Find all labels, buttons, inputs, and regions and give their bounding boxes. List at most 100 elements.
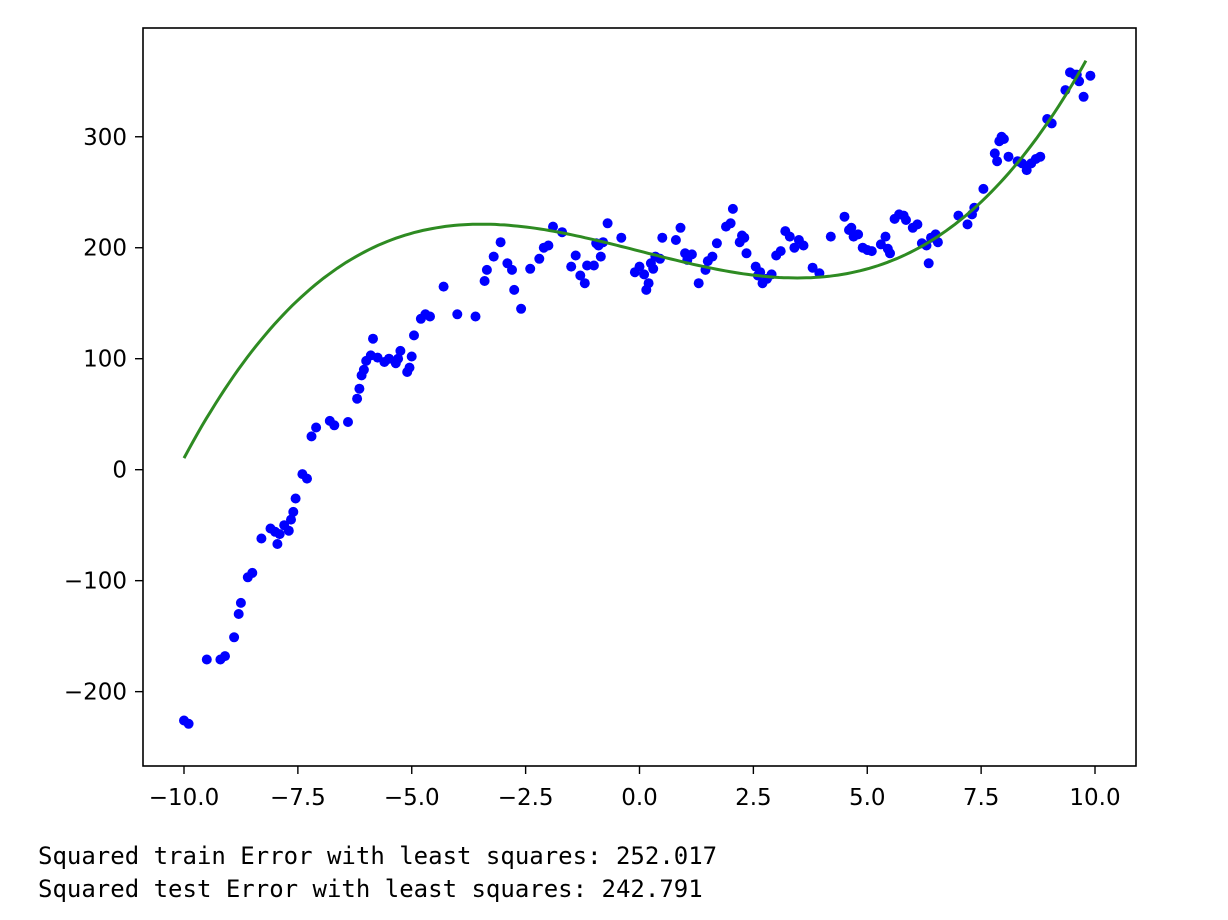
data-point xyxy=(639,269,650,280)
data-point xyxy=(495,237,506,248)
data-point xyxy=(741,248,752,259)
data-point xyxy=(409,330,419,341)
data-point xyxy=(274,529,285,540)
data-point xyxy=(727,203,738,214)
data-point xyxy=(343,417,353,427)
data-point xyxy=(358,364,369,375)
x-tick-label: −5.0 xyxy=(384,785,440,811)
data-point xyxy=(404,362,415,373)
data-point xyxy=(543,240,554,251)
data-point xyxy=(989,148,1000,159)
data-point xyxy=(912,219,923,230)
y-tick-label: 0 xyxy=(112,458,127,484)
x-tick-label: 10.0 xyxy=(1069,785,1120,811)
data-point xyxy=(470,311,481,322)
data-point xyxy=(1085,70,1096,81)
data-point xyxy=(290,493,301,504)
data-point xyxy=(393,353,404,364)
data-point xyxy=(575,270,586,281)
x-tick-label: 7.5 xyxy=(963,785,1000,811)
data-point xyxy=(425,311,435,322)
data-point xyxy=(725,218,736,229)
data-point xyxy=(711,238,722,249)
data-point xyxy=(395,345,406,356)
data-point xyxy=(846,222,857,233)
data-point xyxy=(998,134,1009,144)
data-point xyxy=(992,156,1003,167)
data-point xyxy=(566,261,577,272)
data-point xyxy=(256,533,267,544)
data-point xyxy=(329,420,340,431)
data-point xyxy=(354,383,365,394)
data-point xyxy=(479,276,490,286)
x-axis: −10.0 −7.5 −5.0 −2.5 0.0 2.5 5.0 7.5 10.0 xyxy=(149,766,1121,811)
data-point xyxy=(798,240,809,251)
data-point xyxy=(839,211,850,222)
data-point xyxy=(648,263,659,274)
data-point xyxy=(885,248,895,259)
y-axis: −200 −100 0 100 200 300 xyxy=(64,125,143,706)
data-point xyxy=(516,303,527,314)
data-point xyxy=(880,231,891,242)
data-point xyxy=(548,221,558,232)
train-error-text: Squared train Error with least squares: … xyxy=(38,842,718,870)
data-point xyxy=(588,260,599,271)
data-point xyxy=(602,218,613,229)
data-point xyxy=(235,597,246,608)
data-point xyxy=(272,539,283,549)
data-point xyxy=(739,232,750,243)
x-tick-label: 0.0 xyxy=(621,785,658,811)
data-point xyxy=(306,431,317,442)
data-point xyxy=(507,264,517,275)
data-point xyxy=(693,278,704,289)
data-point xyxy=(675,222,686,233)
test-error-text: Squared test Error with least squares: 2… xyxy=(38,875,703,903)
data-point xyxy=(481,264,492,275)
y-tick-label: 100 xyxy=(83,347,127,373)
data-point xyxy=(866,246,877,257)
plot-frame xyxy=(142,27,1137,767)
data-point xyxy=(438,281,449,292)
y-tick-label: 200 xyxy=(83,236,127,262)
x-tick-label: −7.5 xyxy=(270,785,326,811)
data-point xyxy=(978,183,989,194)
data-point xyxy=(643,278,654,289)
y-tick-label: −100 xyxy=(64,569,127,595)
x-tick-label: 2.5 xyxy=(735,785,772,811)
data-point xyxy=(634,261,645,272)
data-point xyxy=(657,232,668,243)
x-tick-label: 5.0 xyxy=(849,785,886,811)
y-tick-label: −200 xyxy=(64,680,127,706)
data-point xyxy=(686,249,697,260)
data-point xyxy=(853,229,864,240)
data-point xyxy=(579,278,590,289)
data-point xyxy=(247,567,258,578)
data-point xyxy=(368,333,378,344)
data-point xyxy=(962,219,973,230)
scatter-chart: −10.0 −7.5 −5.0 −2.5 0.0 2.5 5.0 7.5 10.0 −200 −1… xyxy=(64,27,1137,811)
data-point xyxy=(789,242,800,253)
data-point xyxy=(901,215,911,225)
data-point xyxy=(311,422,322,433)
data-point xyxy=(233,609,244,619)
data-point xyxy=(201,654,212,665)
fitted-curve xyxy=(182,59,1088,459)
data-point xyxy=(1078,91,1089,102)
data-point xyxy=(283,525,294,536)
x-tick-label: −2.5 xyxy=(498,785,554,811)
data-point xyxy=(220,651,230,662)
data-point xyxy=(229,632,240,643)
data-point xyxy=(1035,151,1046,162)
x-tick-label: −10.0 xyxy=(149,785,219,811)
data-point xyxy=(775,246,786,257)
scatter-points xyxy=(179,67,1096,729)
data-point xyxy=(670,235,681,245)
data-point xyxy=(534,253,545,264)
data-point xyxy=(570,250,581,261)
y-tick-label: 300 xyxy=(83,125,127,151)
data-point xyxy=(288,506,299,517)
data-point xyxy=(825,231,836,242)
data-point xyxy=(352,393,363,404)
data-point xyxy=(525,263,536,274)
data-point xyxy=(406,351,417,362)
